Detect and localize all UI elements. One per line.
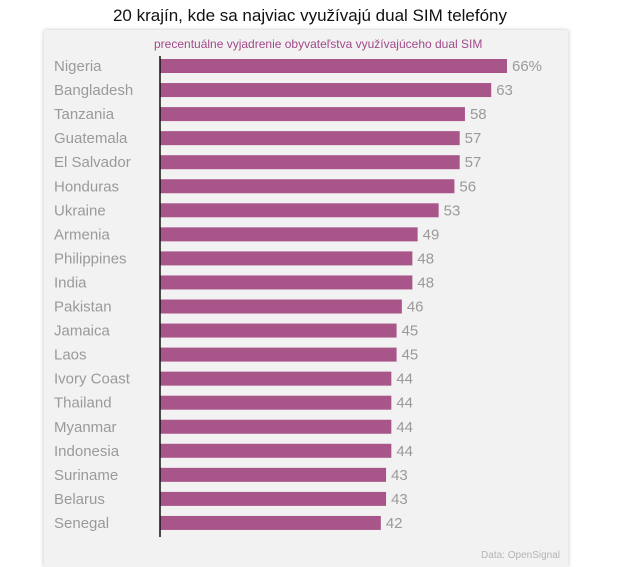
bar bbox=[160, 83, 492, 98]
category-label: Honduras bbox=[54, 178, 119, 195]
category-label: Senegal bbox=[54, 515, 109, 532]
chart-subtitle: precentuálne vyjadrenie obyvateľstva vyu… bbox=[154, 37, 483, 51]
value-label: 63 bbox=[496, 82, 513, 99]
bar bbox=[160, 203, 439, 218]
value-label: 45 bbox=[402, 347, 419, 364]
bar bbox=[160, 227, 418, 242]
bar bbox=[160, 491, 387, 506]
bar bbox=[160, 443, 392, 458]
category-label: India bbox=[54, 274, 87, 291]
value-label: 57 bbox=[465, 154, 482, 171]
bar bbox=[160, 251, 413, 266]
value-label: 42 bbox=[386, 515, 403, 532]
category-label: Ukraine bbox=[54, 202, 106, 219]
bar bbox=[160, 515, 381, 530]
category-label: Pakistan bbox=[54, 299, 112, 316]
category-label: Bangladesh bbox=[54, 82, 133, 99]
bar bbox=[160, 419, 392, 434]
value-label: 46 bbox=[407, 299, 424, 316]
category-label: Nigeria bbox=[54, 58, 102, 75]
source-note: Data: OpenSignal bbox=[481, 550, 560, 561]
value-label: 44 bbox=[396, 395, 413, 412]
category-label: Myanmar bbox=[54, 419, 117, 436]
value-label: 44 bbox=[396, 443, 413, 460]
value-label: 43 bbox=[391, 467, 408, 484]
value-label: 57 bbox=[465, 130, 482, 147]
value-label: 49 bbox=[423, 226, 440, 243]
bar bbox=[160, 131, 460, 146]
value-label: 56 bbox=[459, 178, 476, 195]
category-label: Armenia bbox=[54, 226, 111, 243]
category-label: Ivory Coast bbox=[54, 371, 131, 388]
category-label: Suriname bbox=[54, 467, 118, 484]
category-label: Jamaica bbox=[54, 323, 111, 340]
value-label: 48 bbox=[417, 250, 434, 267]
value-label: 53 bbox=[444, 202, 461, 219]
bar bbox=[160, 323, 397, 338]
category-label: Guatemala bbox=[54, 130, 128, 147]
bar bbox=[160, 395, 392, 410]
bar bbox=[160, 107, 465, 122]
bar bbox=[160, 59, 507, 73]
bar bbox=[160, 371, 392, 386]
bar bbox=[160, 347, 397, 362]
bar bbox=[160, 155, 460, 170]
category-label: Thailand bbox=[54, 395, 112, 412]
value-label: 48 bbox=[417, 274, 434, 291]
bar bbox=[160, 299, 402, 314]
category-label: Tanzania bbox=[54, 106, 115, 123]
value-label: 45 bbox=[402, 323, 419, 340]
category-label: Philippines bbox=[54, 250, 127, 267]
value-label: 44 bbox=[396, 419, 413, 436]
value-label: 58 bbox=[470, 106, 487, 123]
chart-title: 20 krajín, kde sa najviac využívajú dual… bbox=[112, 6, 508, 25]
category-label: Laos bbox=[54, 347, 87, 364]
bar bbox=[160, 179, 455, 194]
bar bbox=[160, 275, 413, 290]
bar bbox=[160, 467, 387, 482]
value-label: 44 bbox=[396, 371, 413, 388]
category-label: El Salvador bbox=[54, 154, 131, 171]
value-label: 66% bbox=[512, 58, 542, 75]
category-label: Belarus bbox=[54, 491, 105, 508]
category-label: Indonesia bbox=[54, 443, 120, 460]
value-label: 43 bbox=[391, 491, 408, 508]
